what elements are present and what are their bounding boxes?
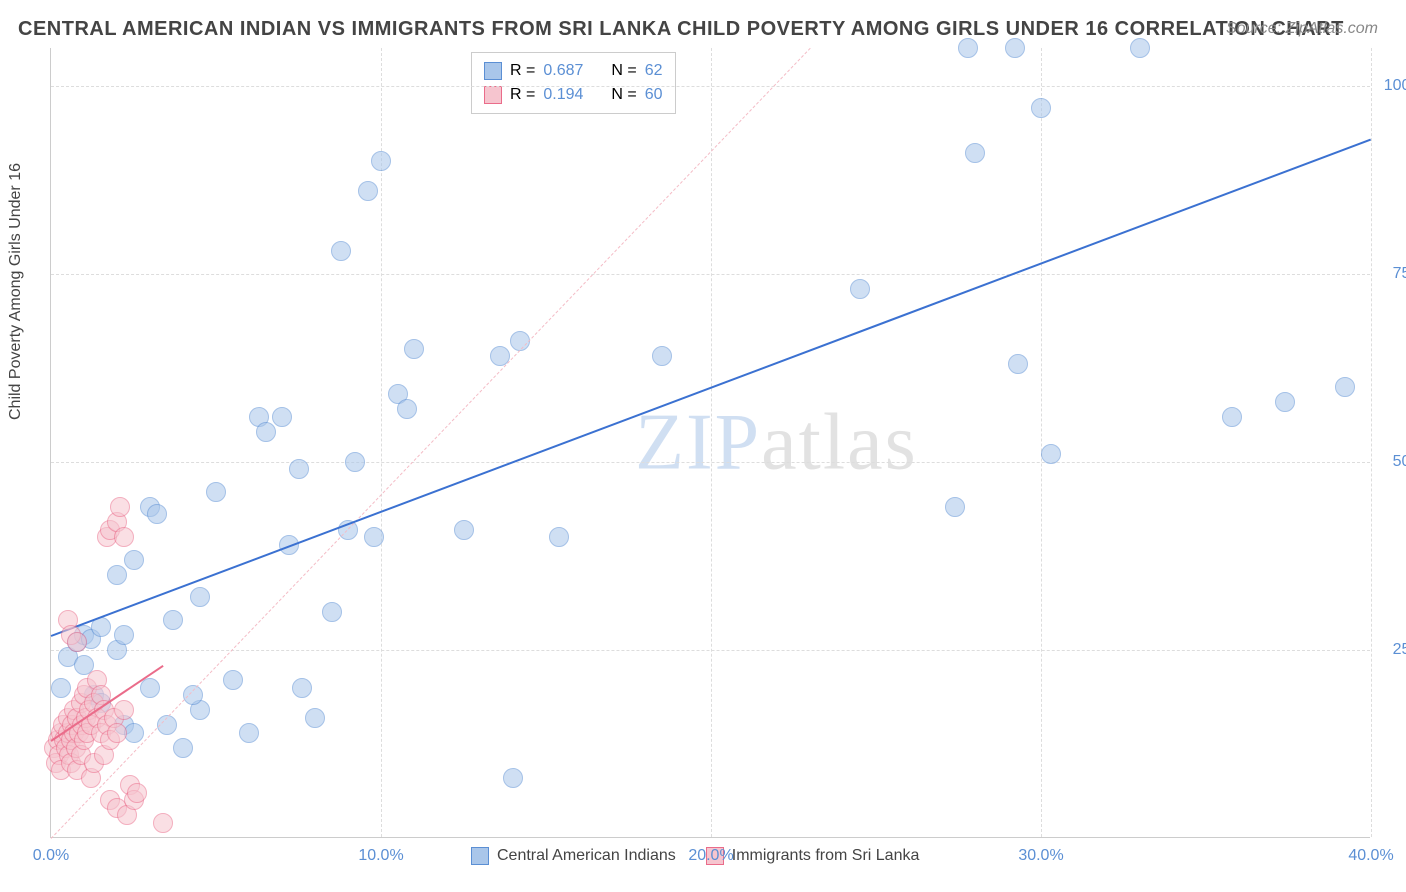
data-point — [850, 279, 870, 299]
data-point — [345, 452, 365, 472]
y-tick-label: 25.0% — [1378, 641, 1406, 659]
data-point — [958, 38, 978, 58]
data-point — [397, 399, 417, 419]
legend-swatch-icon — [484, 86, 502, 104]
n-value: 60 — [645, 86, 663, 104]
data-point — [163, 610, 183, 630]
data-point — [272, 407, 292, 427]
gridline-v — [711, 48, 712, 837]
r-value: 0.687 — [543, 62, 583, 80]
r-label: R = — [510, 62, 535, 80]
plot-area: ZIPatlas R = 0.687 N = 62 R = 0.194 N = … — [50, 48, 1370, 838]
data-point — [454, 520, 474, 540]
data-point — [1031, 98, 1051, 118]
data-point — [239, 723, 259, 743]
data-point — [1222, 407, 1242, 427]
data-point — [114, 625, 134, 645]
data-point — [364, 527, 384, 547]
data-point — [206, 482, 226, 502]
data-point — [124, 550, 144, 570]
x-tick-label: 30.0% — [1018, 847, 1063, 865]
legend-label: Immigrants from Sri Lanka — [732, 847, 920, 865]
data-point — [147, 504, 167, 524]
chart-title: CENTRAL AMERICAN INDIAN VS IMMIGRANTS FR… — [18, 18, 1344, 41]
n-value: 62 — [645, 62, 663, 80]
data-point — [140, 678, 160, 698]
x-tick-label: 0.0% — [33, 847, 69, 865]
data-point — [965, 143, 985, 163]
r-value: 0.194 — [543, 86, 583, 104]
data-point — [549, 527, 569, 547]
r-label: R = — [510, 86, 535, 104]
data-point — [331, 241, 351, 261]
data-point — [51, 678, 71, 698]
data-point — [114, 700, 134, 720]
data-point — [404, 339, 424, 359]
data-point — [173, 738, 193, 758]
watermark: ZIPatlas — [635, 397, 918, 488]
y-tick-label: 50.0% — [1378, 453, 1406, 471]
data-point — [153, 813, 173, 833]
data-point — [358, 181, 378, 201]
x-tick-label: 20.0% — [688, 847, 733, 865]
source-label: Source: ZipAtlas.com — [1226, 20, 1378, 38]
data-point — [1041, 444, 1061, 464]
legend-swatch-icon — [484, 62, 502, 80]
legend-swatch-icon — [471, 847, 489, 865]
gridline-v — [1041, 48, 1042, 837]
data-point — [107, 723, 127, 743]
y-tick-label: 75.0% — [1378, 265, 1406, 283]
data-point — [107, 565, 127, 585]
data-point — [945, 497, 965, 517]
legend-item: Central American Indians — [471, 847, 676, 865]
data-point — [371, 151, 391, 171]
data-point — [1130, 38, 1150, 58]
x-tick-label: 10.0% — [358, 847, 403, 865]
legend-stats: R = 0.687 N = 62 R = 0.194 N = 60 — [471, 52, 676, 114]
legend-label: Central American Indians — [497, 847, 676, 865]
gridline-v — [1371, 48, 1372, 837]
data-point — [305, 708, 325, 728]
data-point — [190, 587, 210, 607]
data-point — [1275, 392, 1295, 412]
data-point — [1008, 354, 1028, 374]
legend-item: Immigrants from Sri Lanka — [706, 847, 920, 865]
trend-line — [51, 48, 811, 839]
data-point — [256, 422, 276, 442]
y-tick-label: 100.0% — [1378, 77, 1406, 95]
legend-stats-row: R = 0.687 N = 62 — [484, 59, 663, 83]
x-tick-label: 40.0% — [1348, 847, 1393, 865]
data-point — [289, 459, 309, 479]
y-axis-label: Child Poverty Among Girls Under 16 — [7, 163, 25, 420]
data-point — [652, 346, 672, 366]
data-point — [292, 678, 312, 698]
data-point — [67, 632, 87, 652]
n-label: N = — [611, 62, 636, 80]
data-point — [503, 768, 523, 788]
n-label: N = — [611, 86, 636, 104]
data-point — [127, 783, 147, 803]
data-point — [1335, 377, 1355, 397]
data-point — [322, 602, 342, 622]
data-point — [183, 685, 203, 705]
data-point — [114, 527, 134, 547]
data-point — [110, 497, 130, 517]
data-point — [1005, 38, 1025, 58]
data-point — [223, 670, 243, 690]
